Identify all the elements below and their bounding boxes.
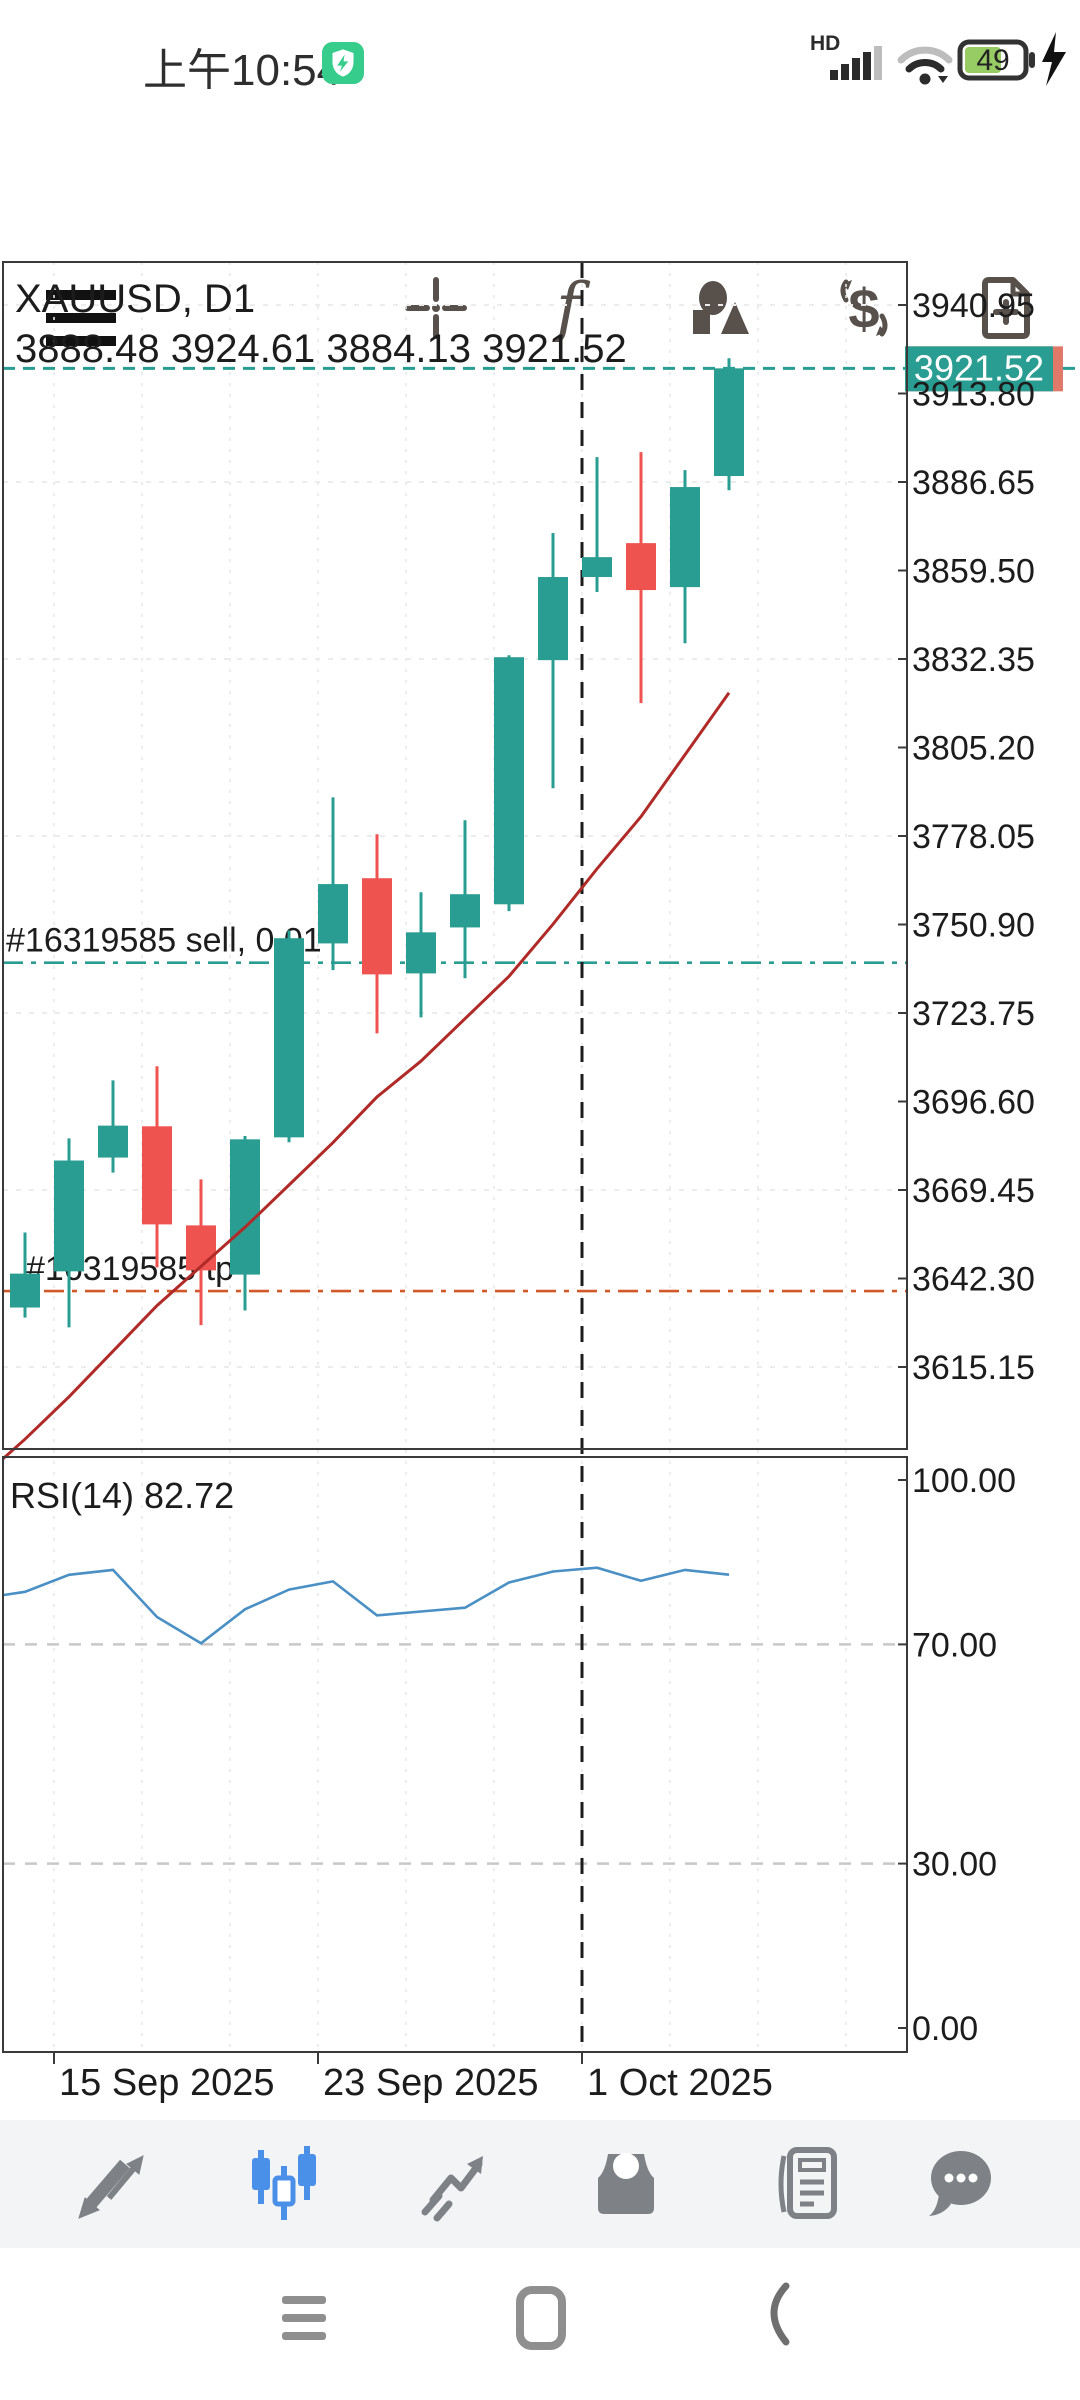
candle-body (98, 1125, 128, 1158)
candle-body (714, 368, 744, 477)
android-nav-bar: ŋ@智能交易俱乐部 (0, 2250, 1080, 2400)
price-axis-label: 3750.90 (912, 907, 1035, 945)
charging-bolt-icon (1042, 32, 1066, 86)
rsi-panel-border (2, 1456, 908, 2053)
current-price-badge: 3921.52 (905, 346, 1063, 392)
candle-body (670, 487, 700, 588)
price-axis-label: 3913.80 (912, 376, 1035, 414)
date-axis-label: 15 Sep 2025 (59, 2062, 275, 2104)
candle-body (582, 557, 612, 578)
ohlc-values: 3888.48 3924.61 3884.13 3921.52 (15, 327, 627, 371)
candle-body (230, 1139, 260, 1275)
quotes-icon[interactable] (69, 2142, 153, 2226)
ma-line (2, 691, 731, 1460)
candle-body (274, 938, 304, 1138)
svg-text:3921.52: 3921.52 (914, 347, 1044, 388)
new-order-icon[interactable] (971, 274, 1039, 342)
history-icon[interactable] (584, 2142, 668, 2226)
candle-body (10, 1273, 40, 1308)
candle-body (54, 1160, 84, 1272)
candle-body (538, 577, 568, 661)
status-icons: HD 49 (810, 32, 1066, 86)
rsi-axis-label: 0.00 (912, 2010, 978, 2048)
price-axis-label: 3940.95 (912, 287, 1035, 325)
status-bar: 上午10:54 HD 49 (0, 0, 1080, 100)
crosshair-icon[interactable] (402, 274, 470, 342)
bottom-toolbar (0, 2120, 1080, 2248)
candle-body (362, 878, 392, 975)
price-axis-label: 3615.15 (912, 1349, 1035, 1387)
shield-battery-icon (322, 42, 364, 84)
rsi-axis-label: 30.00 (912, 1846, 997, 1884)
candle-body (186, 1225, 216, 1271)
candles (10, 358, 744, 1328)
rsi-line (2, 1566, 730, 1645)
date-axis-label: 1 Oct 2025 (587, 2062, 773, 2104)
rsi-title: RSI(14) 82.72 (10, 1475, 234, 1516)
candle-body (450, 894, 480, 928)
grid (3, 262, 907, 2052)
clock: 上午10:54 (143, 46, 342, 95)
trade-dollar-icon[interactable]: $ (830, 274, 898, 342)
svg-text:$: $ (848, 277, 879, 340)
objects-icon[interactable] (685, 274, 753, 342)
svg-text:HD: HD (810, 32, 840, 55)
candle-body (626, 543, 656, 591)
indicators-f-icon[interactable]: f (540, 274, 608, 342)
messages-icon[interactable] (917, 2142, 1001, 2226)
price-axis-label: 3805.20 (912, 730, 1035, 768)
back-icon[interactable] (752, 2282, 796, 2348)
price-axis-label: 3642.30 (912, 1261, 1035, 1299)
battery-icon: 49 (957, 39, 1035, 81)
price-axis-label: 3859.50 (912, 553, 1035, 591)
menu-icon[interactable] (46, 288, 118, 350)
chart-header: XAUUSD, D1 3888.48 3924.61 3884.13 3921.5… (15, 277, 627, 371)
charts-icon[interactable] (242, 2142, 326, 2226)
price-axis-label: 3696.60 (912, 1084, 1035, 1122)
date-axis: 15 Sep 2025 23 Sep 2025 1 Oct 2025 (53, 2052, 773, 2104)
price-panel-border (2, 261, 908, 1450)
wifi-icon (897, 46, 953, 85)
news-icon[interactable] (768, 2142, 852, 2226)
price-axis-label: 3832.35 (912, 641, 1035, 679)
rsi-panel: 100.00 70.00 30.00 0.00 RSI(14) 82.72 (2, 1462, 1016, 2048)
candle-body (406, 932, 436, 974)
candle-body (142, 1126, 172, 1225)
date-axis-label: 23 Sep 2025 (323, 2062, 539, 2104)
price-axis-label: 3723.75 (912, 995, 1035, 1033)
price-axis: 3940.95 3913.80 3886.65 3859.50 3832.35 3805.… (898, 287, 1035, 1387)
order-label: #16319585 sell, 0.01 (6, 922, 322, 960)
price-axis-label: 3886.65 (912, 464, 1035, 502)
candle-body (318, 884, 348, 944)
price-chart[interactable]: #16319585 sell, 0.01#16319585 tp3921.523… (0, 255, 1080, 2115)
candle-body (494, 657, 524, 905)
rsi-axis-label: 70.00 (912, 1626, 997, 1664)
price-axis-label: 3778.05 (912, 818, 1035, 856)
trade-icon[interactable] (411, 2142, 495, 2226)
svg-text:49: 49 (976, 44, 1009, 77)
symbol-title: XAUUSD, D1 (15, 277, 255, 321)
chart-toolbar: f $ (0, 130, 1080, 346)
home-icon[interactable] (512, 2284, 572, 2354)
order-lines: #16319585 sell, 0.01#16319585 tp (3, 922, 907, 1293)
price-axis-label: 3669.45 (912, 1172, 1035, 1210)
recents-icon[interactable] (278, 2290, 330, 2348)
rsi-axis-label: 100.00 (912, 1462, 1016, 1500)
signal-bars-icon: HD (810, 32, 882, 80)
